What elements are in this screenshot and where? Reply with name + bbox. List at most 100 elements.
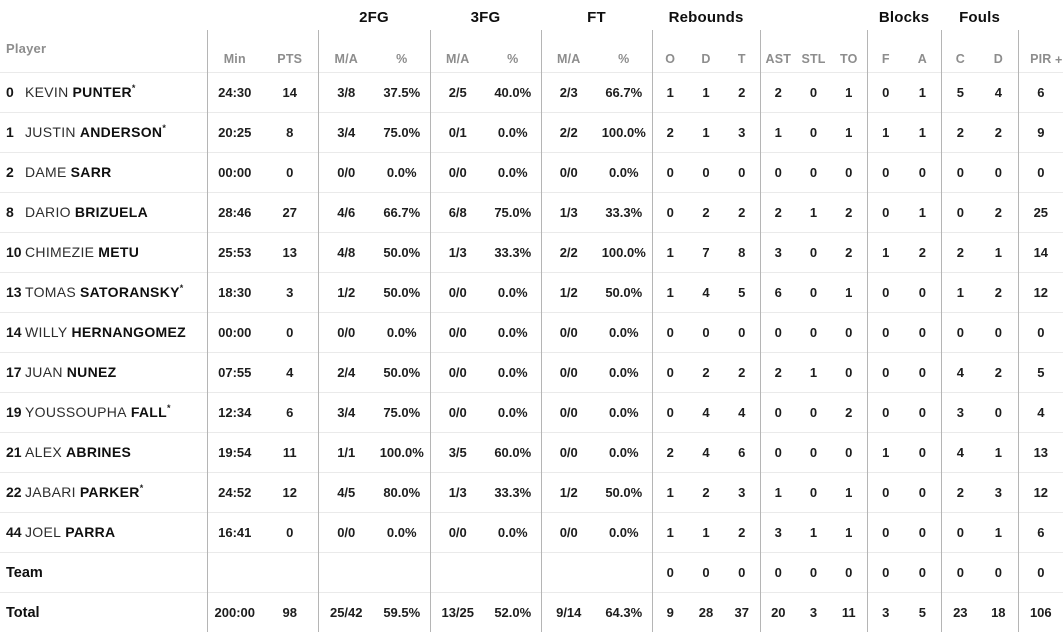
col-pts: PTS [277,51,303,66]
stat-stl: 3 [809,604,818,620]
stat-ast: 3 [759,232,797,272]
stat-ftp: 50.0% [605,484,643,500]
stat-fc: 4 [940,352,980,392]
player-number: 21 [6,444,22,460]
stat-d: 0 [702,164,710,180]
stat-t: 0 [738,324,746,340]
stat-stl: 0 [809,244,818,260]
player-row: 2 DAME SARR 00:00 0 0/0 0.0% 0/0 0.0% 0/0 0.0% 0 0 0 0… [0,152,1063,192]
col-ft-ma: M/A [540,30,596,72]
stat-o: 0 [651,152,689,192]
player-cell: 17 JUAN NUNEZ [0,352,207,392]
player-number: 2 [6,164,14,180]
col-3fg-pct: % [507,51,519,66]
player-cell: 22 JABARI PARKER* [0,472,207,512]
stat-fg2p [374,552,430,592]
starter-mark-icon: * [139,483,144,493]
stat-fg2: 4/6 [317,192,374,232]
stat-ftp: 0.0% [608,324,639,340]
stat-fg2 [317,552,374,592]
stat-fc: 2 [940,472,980,512]
stat-min: 16:41 [206,512,262,552]
player-first-name: CHIMEZIE [25,244,95,260]
stat-t: 0 [738,564,746,580]
stat-stl: 1 [809,524,818,540]
stat-stl: 1 [809,204,818,220]
stat-ast: 2 [759,192,797,232]
player-number: 17 [6,364,22,380]
stat-ba: 5 [918,604,926,620]
group-spacer [1018,0,1063,30]
stat-fg2p: 80.0% [383,484,421,500]
stat-fg3p: 0.0% [497,324,528,340]
stat-min: 20:25 [206,112,262,152]
stat-t: 2 [738,84,746,100]
stat-to: 0 [845,164,853,180]
stat-to: 2 [845,204,853,220]
stat-fg3: 3/5 [429,432,485,472]
stat-fg2p: 50.0% [383,364,421,380]
stat-min: 00:00 [206,312,262,352]
stat-ft: 1/3 [540,192,596,232]
stat-stl: 0 [809,84,818,100]
player-last-name: ANDERSON [79,124,163,140]
stat-stl: 0 [809,124,818,140]
table-header: 2FG 3FG FT Rebounds Blocks Fouls Player … [0,0,1063,72]
player-last-name: PARRA [65,524,116,540]
group-spacer [0,0,207,30]
starter-mark-icon: * [131,83,136,93]
group-spacer [760,0,867,30]
stat-min: 19:54 [206,432,262,472]
stat-min: 24:30 [206,72,262,112]
stat-d: 0 [702,564,710,580]
stat-fd: 1 [994,444,1002,460]
stat-fg3p: 75.0% [494,204,532,220]
stat-min: 18:30 [206,272,262,312]
stat-pir: 5 [1017,352,1063,392]
group-rebounds: Rebounds [668,8,744,26]
stat-fd: 3 [994,484,1002,500]
starter-mark-icon: * [167,403,171,413]
total-label: Total [6,604,40,621]
stat-bf: 1 [866,112,905,152]
stat-fg3: 1/3 [429,232,485,272]
stat-fg2p: 37.5% [383,84,421,100]
stat-fg2: 3/8 [317,72,374,112]
stat-fg3p [485,552,541,592]
col-reb-d: D [701,51,711,66]
player-cell: 10 CHIMEZIE METU [0,232,207,272]
stat-fg3: 0/0 [429,312,485,352]
player-first-name: WILLY [25,324,68,340]
stat-fg3: 0/0 [429,152,485,192]
column-header-row: Player Min PTS M/A % M/A % M/A % O D T A… [0,30,1063,72]
stat-fd: 2 [994,284,1002,300]
col-foul-d: D [993,51,1003,66]
stat-fc: 2 [940,232,980,272]
col-plusminus-cutoff: + [1055,53,1063,67]
stat-ba: 0 [918,364,926,380]
stat-bf: 3 [866,592,905,632]
stat-d: 2 [702,484,710,500]
stat-fg3: 13/25 [429,592,485,632]
stat-fg2: 3/4 [317,112,374,152]
stat-ast: 2 [759,352,797,392]
stat-ftp: 0.0% [608,404,639,420]
stat-min: 28:46 [206,192,262,232]
player-last-name: METU [98,244,140,260]
stat-pts: 11 [282,444,297,460]
player-number: 0 [6,84,14,100]
stat-fg2: 25/42 [317,592,374,632]
col-3fg-ma: M/A [429,30,485,72]
stat-d: 4 [702,284,710,300]
stat-ft: 2/3 [540,72,596,112]
stat-o: 0 [651,352,689,392]
stat-bf: 1 [866,432,905,472]
player-number: 19 [6,404,22,420]
stat-fg3: 0/0 [429,352,485,392]
stat-ast: 3 [759,512,797,552]
stat-to: 1 [845,84,853,100]
stat-d: 1 [702,524,710,540]
stat-stl: 0 [809,564,818,580]
stat-pir: 6 [1017,512,1063,552]
player-first-name: TOMAS [25,284,77,300]
